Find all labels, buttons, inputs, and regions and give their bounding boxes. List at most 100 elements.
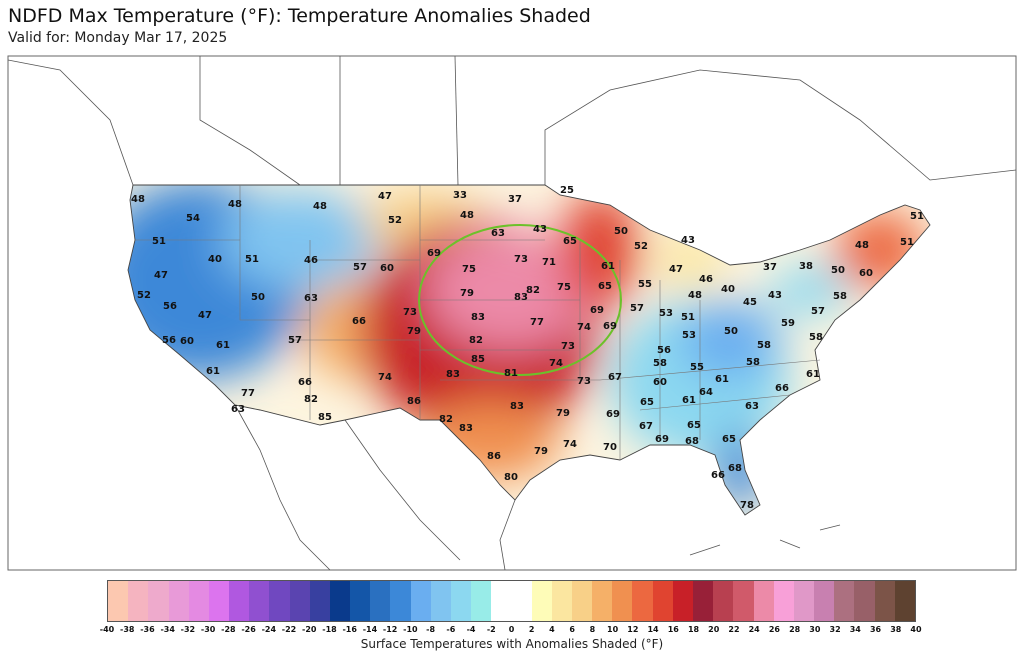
colorbar-tick: -8 xyxy=(426,625,436,634)
colorbar-bin xyxy=(511,581,532,621)
colorbar-tick: -10 xyxy=(403,625,418,634)
colorbar-bin xyxy=(692,581,714,621)
temperature-label: 71 xyxy=(542,257,556,268)
temperature-label: 63 xyxy=(231,404,245,415)
colorbar-tick: -20 xyxy=(302,625,317,634)
temperature-label: 50 xyxy=(831,265,845,276)
temperature-label: 68 xyxy=(728,463,742,474)
colorbar-tick: -36 xyxy=(140,625,155,634)
temperature-label: 43 xyxy=(768,290,782,301)
colorbar-bin xyxy=(874,581,895,621)
temperature-label: 46 xyxy=(699,274,713,285)
temperature-label: 60 xyxy=(653,377,667,388)
temperature-label: 74 xyxy=(577,322,591,333)
colorbar-ticks: -40 -38 -36 -34 -32 -30 -28 -26 -24 -22 -20 -18 -16-… xyxy=(100,625,922,637)
colorbar-bin xyxy=(289,581,310,621)
colorbar-tick: -28 xyxy=(221,625,236,634)
temperature-label: 58 xyxy=(653,358,667,369)
temperature-label: 58 xyxy=(757,340,771,351)
temperature-label: 82 xyxy=(439,414,453,425)
valid-date: Valid for: Monday Mar 17, 2025 xyxy=(8,30,228,46)
temperature-label: 83 xyxy=(446,369,460,380)
temperature-label: 48 xyxy=(228,199,242,210)
colorbar-label: Surface Temperatures with Anomalies Shad… xyxy=(360,637,664,651)
temperature-label: 63 xyxy=(491,228,505,239)
colorbar-tick: -24 xyxy=(261,625,277,634)
temperature-label: 73 xyxy=(561,341,575,352)
temperature-label: 74 xyxy=(563,439,577,450)
colorbar-tick: 16 xyxy=(667,625,679,634)
colorbar-tick: 38 xyxy=(890,625,902,634)
colorbar-tick: 40 xyxy=(910,625,922,634)
temperature-label: 66 xyxy=(711,470,725,481)
temperature-label: 66 xyxy=(352,316,366,327)
colorbar-bin xyxy=(733,581,754,621)
temperature-label: 82 xyxy=(304,394,318,405)
temperature-label: 51 xyxy=(900,237,914,248)
colorbar-tick: 6 xyxy=(569,625,575,634)
temperature-label: 38 xyxy=(799,261,813,272)
colorbar-bin xyxy=(128,581,149,621)
temperature-label: 53 xyxy=(659,308,673,319)
colorbar-bin xyxy=(249,581,270,621)
colorbar-bin xyxy=(652,581,673,621)
temperature-label: 60 xyxy=(859,268,873,279)
temperature-label: 45 xyxy=(743,297,757,308)
temperature-label: 40 xyxy=(721,284,735,295)
colorbar-tick: 34 xyxy=(849,625,861,634)
temperature-label: 74 xyxy=(378,372,392,383)
temperature-label: 83 xyxy=(510,401,524,412)
temperature-label: 51 xyxy=(681,312,695,323)
colorbar-tick: 22 xyxy=(728,625,740,634)
colorbar-bin xyxy=(814,581,835,621)
temperature-label: 60 xyxy=(380,263,394,274)
colorbar-bin xyxy=(471,581,492,621)
colorbar-bin xyxy=(390,581,411,621)
temperature-label: 57 xyxy=(811,306,825,317)
temperature-label: 79 xyxy=(556,408,570,419)
colorbar-bin xyxy=(612,581,633,621)
colorbar-bin xyxy=(491,581,512,621)
colorbar-bin xyxy=(450,581,472,621)
temperature-label: 75 xyxy=(557,282,571,293)
temperature-label: 64 xyxy=(699,387,713,398)
temperature-label: 63 xyxy=(304,293,318,304)
temperature-label: 65 xyxy=(722,434,736,445)
temperature-label: 82 xyxy=(469,335,483,346)
temperature-label: 51 xyxy=(152,236,166,247)
temperature-label: 82 xyxy=(526,285,540,296)
temperature-label: 43 xyxy=(533,224,547,235)
temperature-label: 50 xyxy=(724,326,738,337)
temperature-label: 50 xyxy=(614,226,628,237)
temperature-label: 61 xyxy=(206,366,220,377)
temperature-label: 48 xyxy=(313,201,327,212)
colorbar-tick: -32 xyxy=(180,625,196,634)
colorbar-tick: 12 xyxy=(627,625,639,634)
temperature-label: 73 xyxy=(514,254,528,265)
temperature-label: 69 xyxy=(427,248,441,259)
temperature-label: 73 xyxy=(403,307,417,318)
temperature-label: 52 xyxy=(137,290,151,301)
map-title: NDFD Max Temperature (°F): Temperature A… xyxy=(8,5,591,27)
colorbar-tick: 28 xyxy=(789,625,801,634)
temperature-label: 61 xyxy=(682,395,696,406)
temperature-label: 66 xyxy=(775,383,789,394)
colorbar-bin xyxy=(410,581,431,621)
colorbar-tick: -34 xyxy=(160,625,175,634)
temperature-label: 61 xyxy=(601,261,615,272)
temperature-label: 69 xyxy=(590,305,604,316)
temperature-label: 66 xyxy=(298,377,312,388)
temperature-label: 81 xyxy=(504,368,518,379)
colorbar-tick: 0 xyxy=(508,625,515,634)
temperature-label: 85 xyxy=(318,412,332,423)
temperature-label: 47 xyxy=(378,191,392,202)
colorbar-bin xyxy=(531,581,552,621)
colorbar-tick: 32 xyxy=(829,625,841,634)
temperature-label: 58 xyxy=(809,332,823,343)
temperature-label: 77 xyxy=(241,388,255,399)
temperature-label: 75 xyxy=(462,264,476,275)
colorbar-bin xyxy=(592,581,613,621)
colorbar-tick: -6 xyxy=(446,625,456,634)
temperature-label: 48 xyxy=(460,210,474,221)
colorbar-bin xyxy=(894,581,915,621)
